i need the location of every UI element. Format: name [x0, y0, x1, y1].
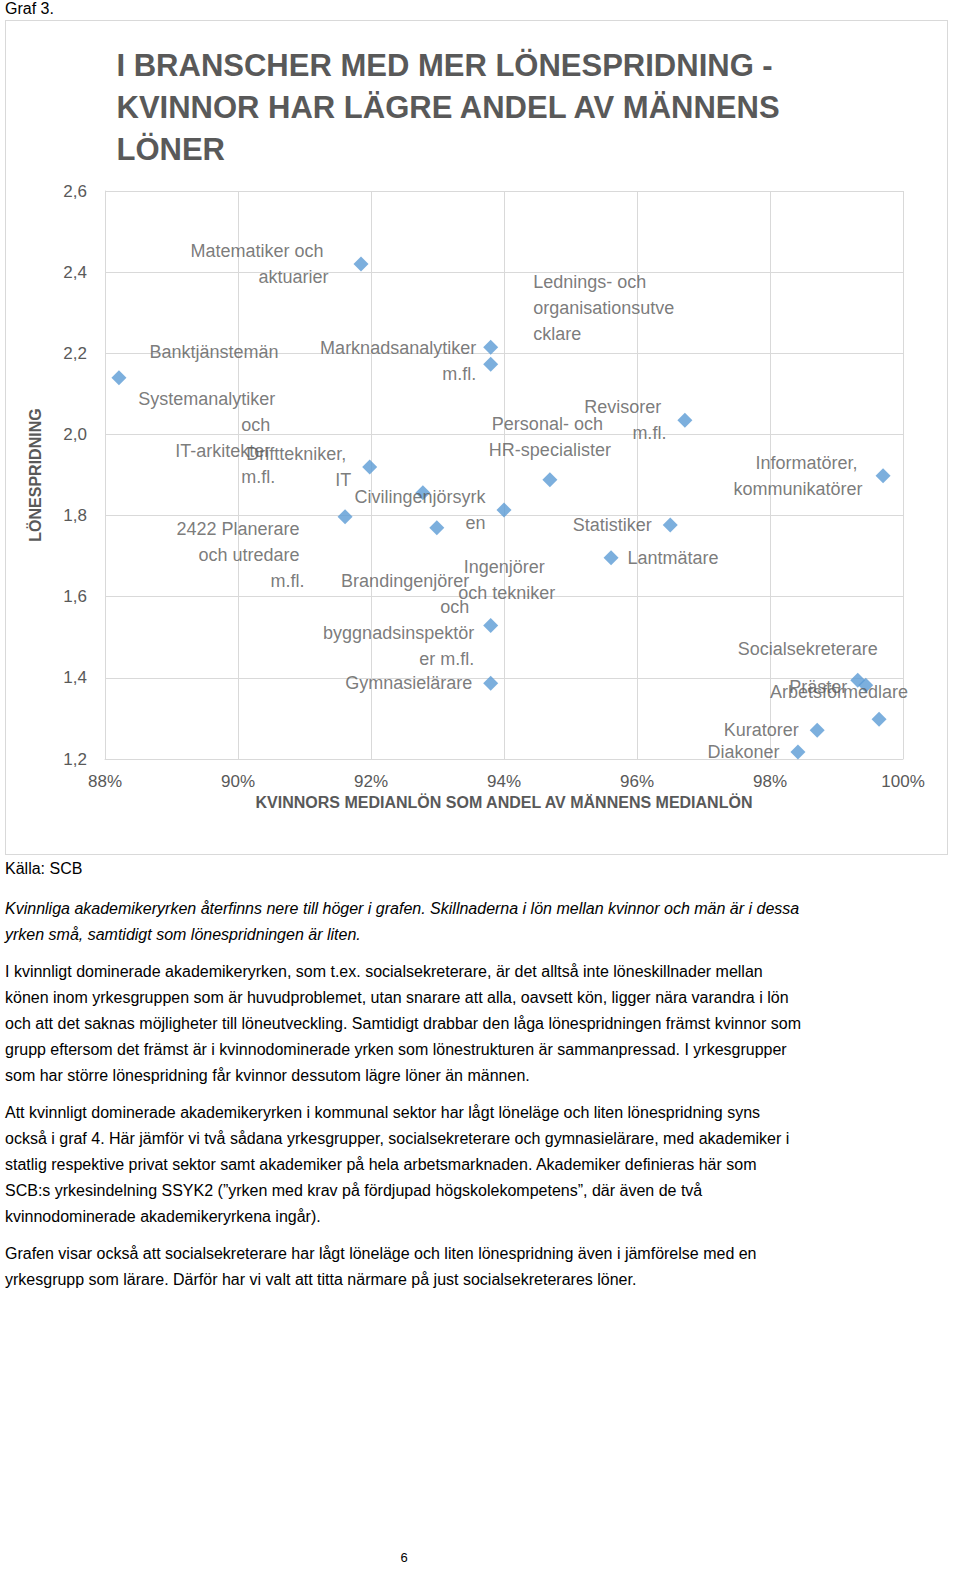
svg-text:Systemanalytiker: Systemanalytiker [138, 389, 275, 409]
svg-text:100%: 100% [881, 772, 924, 791]
html-text:Grafen visar också att socials: Grafen visar också att socialsekreterare… [5, 1245, 757, 1288]
svg-text:Civilingenjörsyrk: Civilingenjörsyrk [354, 487, 486, 507]
html-text:Källa: SCB: Källa: SCB [5, 860, 83, 877]
html-text:Att kvinnligt dominerade akade: Att kvinnligt dominerade akademikeryrken… [5, 1104, 790, 1225]
svg-text:1,2: 1,2 [63, 750, 87, 769]
svg-text:Lednings- och: Lednings- och [533, 272, 651, 292]
svg-text:Statistiker: Statistiker [573, 515, 652, 535]
svg-text:Ingenjörer: Ingenjörer [464, 557, 550, 577]
svg-text:m.fl.: m.fl. [437, 364, 476, 384]
svg-text:cklare: cklare [533, 324, 581, 344]
svg-text:Brandingenjörer: Brandingenjörer [341, 571, 474, 591]
svg-text:LÖNESPRIDNING: LÖNESPRIDNING [26, 408, 44, 541]
html-text:6: 6 [400, 1550, 408, 1565]
svg-text:94%: 94% [487, 772, 521, 791]
svg-text:en: en [465, 513, 485, 533]
svg-text:KVINNORS MEDIANLÖN SOM ANDEL A: KVINNORS MEDIANLÖN SOM ANDEL AV MÄNNENS … [256, 793, 753, 811]
svg-text:Diakoner: Diakoner [707, 742, 779, 762]
svg-text:kommunikatörer: kommunikatörer [734, 479, 863, 499]
svg-text:och: och [236, 415, 275, 435]
svg-text:I BRANSCHER MED MER LÖNESPRIDN: I BRANSCHER MED MER LÖNESPRIDNING - [117, 48, 782, 83]
svg-text:Arbetsförmedlare: Arbetsförmedlare [770, 682, 908, 702]
svg-text:Socialsekreterare: Socialsekreterare [738, 639, 878, 659]
svg-text:och tekniker: och tekniker [458, 583, 556, 604]
svg-text:HR-specialister: HR-specialister [489, 440, 611, 460]
svg-text:90%: 90% [221, 772, 255, 791]
svg-text:1,4: 1,4 [63, 668, 87, 687]
svg-text:er m.fl.: er m.fl. [419, 649, 474, 669]
svg-text:96%: 96% [620, 772, 654, 791]
svg-text:Drifttekniker,: Drifttekniker, [246, 444, 351, 464]
svg-text:Personal- och: Personal- och [492, 414, 608, 434]
html-text:I kvinnligt dominerade akademi: I kvinnligt dominerade akademikeryrken, … [5, 963, 801, 1084]
svg-text:Marknadsanalytiker: Marknadsanalytiker [320, 338, 476, 358]
svg-text:2,2: 2,2 [63, 344, 87, 363]
svg-text:LÖNER: LÖNER [117, 132, 226, 167]
svg-text:88%: 88% [88, 772, 122, 791]
svg-text:byggnadsinspektör: byggnadsinspektör [323, 623, 474, 643]
svg-text:KVINNOR HAR LÄGRE ANDEL AV MÄN: KVINNOR HAR LÄGRE ANDEL AV MÄNNENS [117, 90, 789, 125]
svg-text:2,0: 2,0 [63, 425, 87, 444]
svg-text:98%: 98% [753, 772, 787, 791]
svg-text:1,6: 1,6 [63, 587, 87, 606]
svg-text:IT-arkitekter: IT-arkitekter [175, 440, 276, 461]
html-text:Graf 3.: Graf 3. [5, 0, 54, 17]
svg-text:Gymnasielärare: Gymnasielärare [345, 673, 472, 693]
svg-text:m.fl.: m.fl. [241, 467, 275, 487]
svg-text:Kuratorer: Kuratorer [724, 720, 799, 740]
svg-text:2,4: 2,4 [63, 263, 87, 282]
svg-text:Banktjänstemän: Banktjänstemän [149, 342, 278, 362]
svg-text:2,6: 2,6 [63, 182, 87, 201]
svg-text:Revisorer: Revisorer [584, 397, 666, 417]
svg-text:m.fl.: m.fl. [271, 571, 305, 591]
svg-text:m.fl.: m.fl. [632, 423, 666, 443]
svg-text:Matematiker och: Matematiker och [190, 241, 328, 261]
svg-text:och utredare: och utredare [198, 545, 304, 565]
svg-text:2422 Planerare: 2422 Planerare [176, 519, 304, 539]
svg-text:Informatörer,: Informatörer, [756, 453, 863, 473]
svg-text:och: och [440, 597, 474, 617]
svg-text:Lantmätare: Lantmätare [628, 548, 719, 568]
svg-text:1,8: 1,8 [63, 506, 87, 525]
svg-text:organisationsutve: organisationsutve [533, 298, 674, 318]
svg-text:IT: IT [335, 470, 351, 490]
svg-text:92%: 92% [354, 772, 388, 791]
svg-text:aktuarier: aktuarier [258, 267, 328, 287]
html-text:Kvinnliga akademikeryrken åter: Kvinnliga akademikeryrken återfinns nere… [5, 900, 800, 943]
